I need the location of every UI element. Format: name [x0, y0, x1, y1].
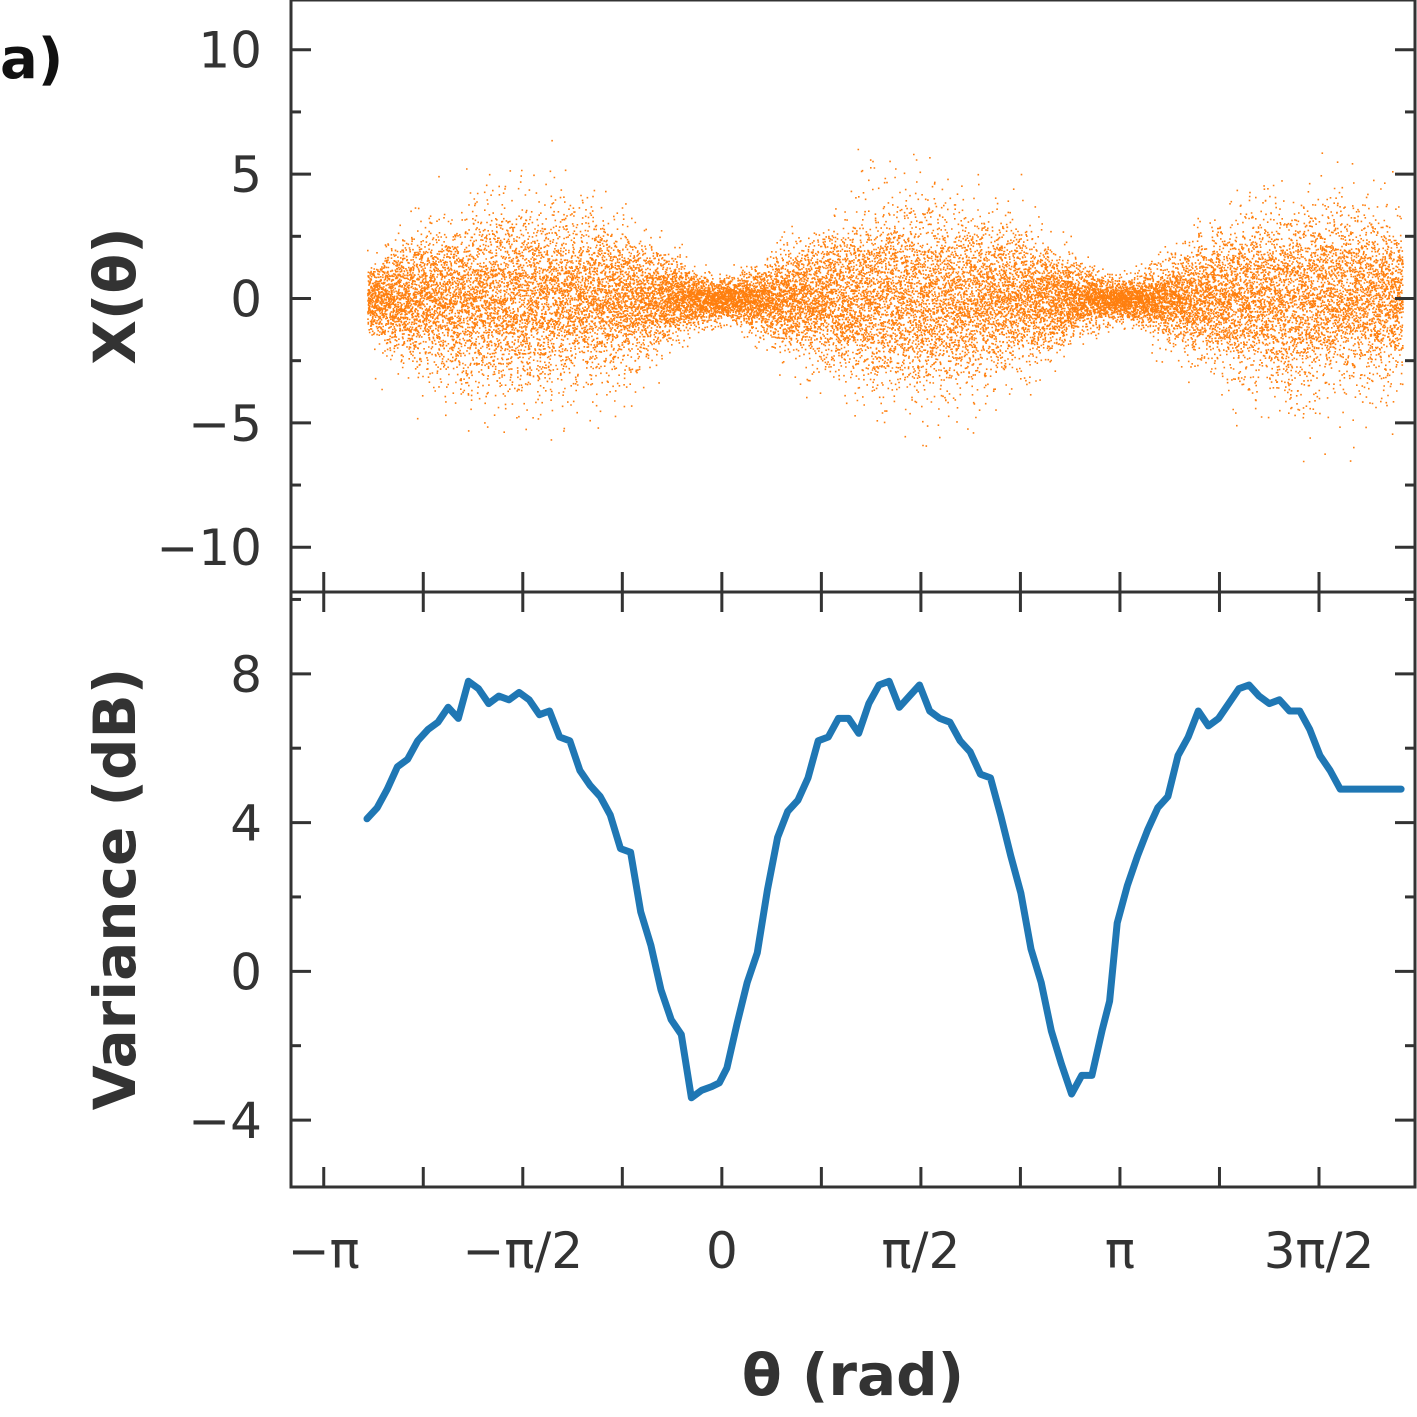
x-tick-label: −π/2 [462, 1222, 583, 1280]
scatter-y-tick-label: 5 [230, 146, 262, 204]
variance-y-tick-label: 8 [230, 646, 262, 704]
scatter-x-ticks [322, 572, 1321, 592]
scatter-y-tick-label: −10 [156, 519, 262, 577]
x-tick-label: −π [288, 1222, 360, 1280]
x-axis-label: θ (rad) [742, 1341, 964, 1409]
variance-plot-frame [289, 590, 1417, 1189]
scatter-y-ticks: 10 5 0 −5 −10 [156, 22, 1415, 577]
scatter-y-axis-label: X(θ) [81, 227, 149, 365]
scatter-panel: 10 5 0 −5 −10 X(θ) [81, 0, 1417, 594]
variance-y-axis-label: Variance (dB) [81, 668, 149, 1110]
scatter-y-tick-label: 0 [230, 270, 262, 328]
variance-y-ticks: 8 4 0 −4 [188, 597, 1415, 1150]
scatter-plot-frame [289, 0, 1417, 594]
scatter-points [367, 139, 1404, 463]
x-tick-label: π [1105, 1222, 1135, 1280]
variance-panel: 8 4 0 −4 −π −π/2 0 π/2 π 3π/2 Variance (dB) θ (r… [81, 590, 1417, 1409]
panel-label: a) [0, 27, 63, 92]
scatter-point-cloud [367, 139, 1404, 463]
x-tick-label: 3π/2 [1264, 1222, 1375, 1280]
variance-y-tick-label: 4 [230, 795, 262, 853]
variance-x-ticks: −π −π/2 0 π/2 π 3π/2 [288, 592, 1375, 1280]
variance-y-tick-label: 0 [230, 943, 262, 1001]
variance-series-line [363, 677, 1405, 1102]
x-tick-label: 0 [706, 1222, 738, 1280]
variance-y-tick-label: −4 [188, 1092, 262, 1150]
scatter-y-tick-label: 10 [198, 22, 262, 80]
scatter-y-tick-label: −5 [188, 395, 262, 453]
x-tick-label: π/2 [882, 1222, 961, 1280]
